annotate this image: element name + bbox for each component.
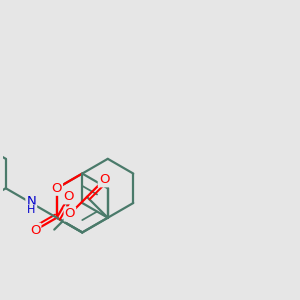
Text: N: N: [26, 195, 36, 208]
Text: O: O: [99, 173, 109, 186]
Text: O: O: [64, 190, 74, 203]
Text: O: O: [30, 224, 40, 237]
Text: O: O: [52, 182, 62, 195]
Text: O: O: [64, 208, 75, 220]
Text: H: H: [27, 206, 35, 215]
